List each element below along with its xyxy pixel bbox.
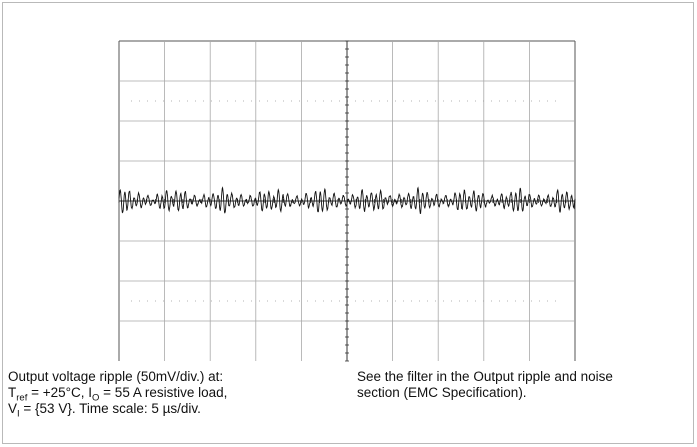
t-value: = +25°C, I	[27, 385, 93, 400]
caption-right-line2: section (EMC Specification).	[357, 385, 527, 400]
i-value: = 55 A resistive load,	[99, 385, 228, 400]
caption-left-line2: Tref = +25°C, IO = 55 A resistive load,	[8, 385, 338, 404]
caption-left-line3: VI = {53 V}. Time scale: 5 µs/div.	[8, 401, 338, 420]
t-subscript: ref	[16, 392, 28, 404]
caption-right-line1: See the filter in the Output ripple and …	[357, 369, 613, 384]
caption-left: Output voltage ripple (50mV/div.) at: Tr…	[8, 369, 338, 420]
ripple-trace	[118, 186, 576, 214]
v-symbol: V	[8, 401, 18, 416]
v-subscript: I	[17, 408, 20, 420]
v-value: = {53 V}. Time scale: 5 µs/div.	[19, 401, 201, 416]
caption-left-line1: Output voltage ripple (50mV/div.) at:	[8, 369, 224, 384]
i-subscript: O	[92, 392, 100, 404]
t-symbol: T	[8, 385, 17, 400]
caption-right: See the filter in the Output ripple and …	[357, 369, 687, 401]
oscilloscope-chart	[118, 40, 576, 362]
